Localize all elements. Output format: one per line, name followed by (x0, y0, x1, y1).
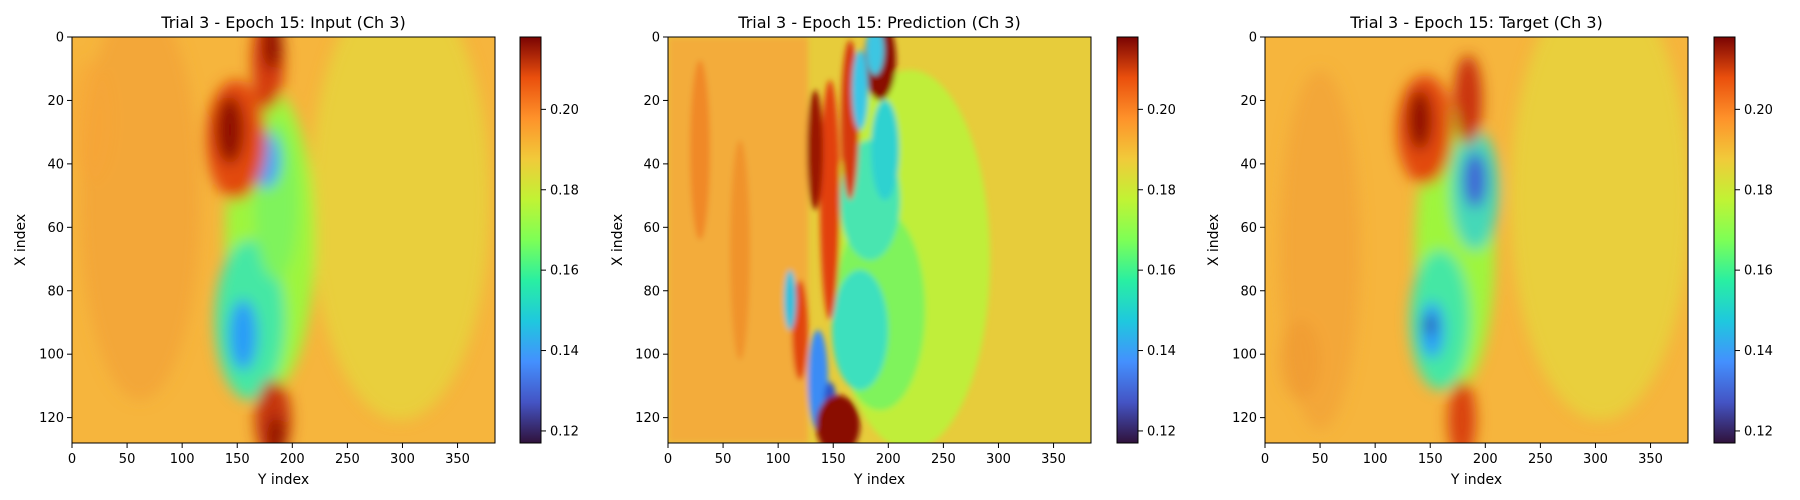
colorbar-tick-label: 0.14 (1147, 344, 1176, 359)
colorbar-tick-label: 0.20 (1744, 103, 1773, 118)
x-tick-label: 200 (876, 452, 901, 467)
x-tick-label: 300 (1583, 452, 1608, 467)
y-tick-label: 80 (1240, 284, 1257, 299)
colorbar-tick-label: 0.12 (1744, 424, 1773, 439)
colorbar-tick-label: 0.20 (550, 103, 579, 118)
colorbar-tick-label: 0.18 (1147, 183, 1176, 198)
x-tick-label: 350 (1041, 452, 1066, 467)
y-tick-label: 40 (643, 157, 660, 172)
x-tick-label: 250 (1528, 452, 1553, 467)
x-tick-label: 0 (68, 452, 76, 467)
colorbar-tick-label: 0.14 (550, 344, 579, 359)
x-tick-label: 150 (225, 452, 250, 467)
y-axis-label: X index (13, 214, 29, 266)
colorbar-tick-label: 0.16 (1147, 264, 1176, 279)
y-tick-label: 0 (652, 31, 660, 46)
colorbar (1116, 36, 1139, 444)
x-tick-label: 150 (821, 452, 846, 467)
colorbar-ticks: 0.12 0.14 0.16 0.18 0.20 (541, 103, 579, 439)
y-tick-label: 100 (1232, 348, 1257, 363)
x-tick-label: 300 (986, 452, 1011, 467)
x-tick-label: 50 (715, 452, 732, 467)
panel-input: Trial 3 - Epoch 15: Input (Ch 3) 0 (13, 13, 579, 488)
y-tick-label: 80 (643, 284, 660, 299)
colorbar-tick-label: 0.14 (1744, 344, 1773, 359)
colorbar (519, 36, 542, 444)
colorbar-tick-label: 0.16 (1744, 264, 1773, 279)
chart-title: Trial 3 - Epoch 15: Input (Ch 3) (160, 13, 405, 32)
y-tick-label: 60 (643, 221, 660, 236)
heatmap-field (668, 37, 1091, 443)
colorbar-ticks: 0.12 0.14 0.16 0.18 0.20 (1735, 103, 1773, 439)
x-tick-label: 50 (119, 452, 136, 467)
x-axis-label: Y index (853, 472, 905, 488)
x-tick-label: 100 (1363, 452, 1388, 467)
y-tick-label: 40 (47, 157, 64, 172)
y-tick-label: 120 (635, 411, 660, 426)
x-axis: 0 50 100 150 200 250 300 350 (1261, 443, 1663, 467)
panel-target: Trial 3 - Epoch 15: Target (Ch 3) 0 50 100… (1206, 13, 1773, 488)
y-tick-label: 60 (1240, 221, 1257, 236)
chart-title: Trial 3 - Epoch 15: Prediction (Ch 3) (737, 13, 1020, 32)
x-tick-label: 350 (445, 452, 470, 467)
y-tick-label: 20 (1240, 94, 1257, 109)
y-axis: 0 20 40 60 80 100 120 (1232, 31, 1265, 426)
x-tick-label: 0 (664, 452, 672, 467)
y-tick-label: 80 (47, 284, 64, 299)
heatmap-field (1265, 37, 1688, 443)
y-tick-label: 20 (47, 94, 64, 109)
x-tick-label: 100 (766, 452, 791, 467)
x-tick-label: 350 (1638, 452, 1663, 467)
x-tick-label: 200 (280, 452, 305, 467)
y-tick-label: 40 (1240, 157, 1257, 172)
x-axis: 0 50 100 150 200 250 300 350 (664, 443, 1066, 467)
x-tick-label: 150 (1418, 452, 1443, 467)
y-axis-label: X index (1206, 214, 1222, 266)
y-tick-label: 120 (1232, 411, 1257, 426)
heatmap-field (72, 37, 495, 443)
colorbar-tick-label: 0.18 (1744, 183, 1773, 198)
y-axis-label: X index (610, 214, 626, 266)
y-tick-label: 100 (635, 348, 660, 363)
colorbar-tick-label: 0.12 (550, 424, 579, 439)
y-tick-label: 60 (47, 221, 64, 236)
y-axis: 0 20 40 60 80 100 120 (39, 31, 72, 426)
y-axis: 0 20 40 60 80 100 120 (635, 31, 668, 426)
panel-prediction: Trial 3 - Epoch 15: Prediction (Ch 3) (610, 13, 1176, 488)
x-axis-label: Y index (1450, 472, 1502, 488)
x-tick-label: 0 (1261, 452, 1269, 467)
x-tick-label: 250 (931, 452, 956, 467)
y-tick-label: 20 (643, 94, 660, 109)
colorbar-tick-label: 0.12 (1147, 424, 1176, 439)
x-axis: 0 50 100 150 200 250 300 350 (68, 443, 470, 467)
y-tick-label: 0 (1249, 31, 1257, 46)
x-tick-label: 200 (1473, 452, 1498, 467)
colorbar (1713, 36, 1736, 444)
colorbar-tick-label: 0.18 (550, 183, 579, 198)
chart-title: Trial 3 - Epoch 15: Target (Ch 3) (1349, 13, 1602, 32)
colorbar-tick-label: 0.20 (1147, 103, 1176, 118)
x-tick-label: 50 (1312, 452, 1329, 467)
x-tick-label: 300 (390, 452, 415, 467)
colorbar-ticks: 0.12 0.14 0.16 0.18 0.20 (1138, 103, 1176, 439)
y-tick-label: 100 (39, 348, 64, 363)
x-tick-label: 100 (170, 452, 195, 467)
y-tick-label: 120 (39, 411, 64, 426)
x-axis-label: Y index (257, 472, 309, 488)
y-tick-label: 0 (56, 31, 64, 46)
colorbar-tick-label: 0.16 (550, 264, 579, 279)
x-tick-label: 250 (335, 452, 360, 467)
